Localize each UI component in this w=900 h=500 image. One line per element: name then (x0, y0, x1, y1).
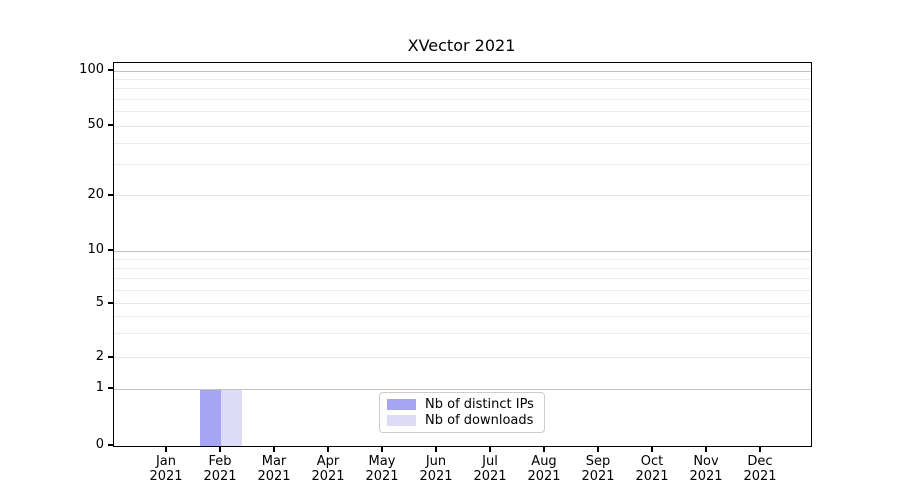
x-tick-mark (219, 447, 221, 452)
y-tick-mark (108, 355, 113, 358)
y-tick-mark (108, 124, 113, 126)
x-tick-mark (489, 447, 491, 452)
y-tick-label: 1 (95, 380, 104, 396)
y-tick-mark (108, 193, 113, 196)
y-tick-mark (108, 69, 113, 71)
x-tick-year: 2021 (149, 469, 183, 484)
x-tick-year: 2021 (311, 469, 345, 484)
x-tick-mark (543, 447, 545, 452)
x-tick-year: 2021 (257, 469, 291, 484)
x-tick-mark (597, 447, 599, 452)
x-tick-year: 2021 (419, 469, 453, 484)
gridline-y-4 (114, 316, 811, 318)
x-tick-mark (165, 447, 167, 452)
x-tick-label-may: May 2021 (350, 454, 414, 484)
x-tick-year: 2021 (635, 469, 669, 484)
bar-nb-of-distinct-ips (200, 389, 221, 446)
y-tick-label: 0 (95, 437, 104, 452)
x-tick-year: 2021 (581, 469, 615, 484)
legend-label: Nb of distinct IPs (425, 396, 534, 412)
x-tick-label-jan: Jan 2021 (134, 454, 198, 484)
legend-item: Nb of distinct IPs (387, 397, 537, 412)
gridline-y-9 (114, 258, 811, 260)
x-tick-label-aug: Aug 2021 (512, 454, 576, 484)
x-tick-label-feb: Feb 2021 (188, 454, 252, 484)
gridline-y-5 (114, 303, 811, 305)
chart-title: XVector 2021 (407, 36, 516, 55)
x-tick-year: 2021 (743, 469, 777, 484)
y-tick-label: 100 (79, 62, 104, 77)
gridline-y-3 (114, 333, 811, 335)
x-tick-year: 2021 (203, 469, 237, 484)
gridline-y-20 (114, 195, 811, 197)
x-tick-year: 2021 (365, 469, 399, 484)
bar-nb-of-downloads (221, 389, 242, 446)
gridline-y-70 (114, 98, 811, 100)
x-tick-label-sep: Sep 2021 (566, 454, 630, 484)
x-tick-label-oct: Oct 2021 (620, 454, 684, 484)
x-tick-year: 2021 (527, 469, 561, 484)
legend-item: Nb of downloads (387, 413, 537, 428)
x-tick-year: 2021 (473, 469, 507, 484)
gridline-y-50 (114, 125, 811, 127)
y-tick-label: 50 (87, 117, 104, 132)
x-tick-mark (759, 447, 761, 452)
y-tick-label: 20 (87, 186, 104, 202)
x-tick-mark (381, 447, 383, 452)
y-tick-mark (108, 387, 113, 390)
y-tick-label: 10 (87, 242, 104, 258)
y-tick-label: 5 (95, 294, 104, 310)
plot-area (113, 62, 812, 447)
legend-label: Nb of downloads (425, 413, 534, 429)
x-tick-label-apr: Apr 2021 (296, 454, 360, 484)
gridline-y-2 (114, 357, 811, 359)
gridline-y-8 (114, 267, 811, 269)
gridline-y-40 (114, 142, 811, 144)
x-tick-mark (651, 447, 653, 452)
gridline-y-90 (114, 78, 811, 80)
y-tick-mark (108, 249, 113, 252)
gridline-y-6 (114, 289, 811, 291)
x-tick-label-nov: Nov 2021 (674, 454, 738, 484)
y-tick-mark (108, 301, 113, 304)
x-tick-label-dec: Dec 2021 (728, 454, 792, 484)
x-tick-year: 2021 (689, 469, 723, 484)
gridline-y-1 (114, 388, 811, 390)
x-tick-mark (327, 447, 329, 452)
x-tick-mark (705, 447, 707, 452)
gridline-y-80 (114, 88, 811, 90)
legend-swatch-icon (387, 415, 416, 427)
x-tick-label-mar: Mar 2021 (242, 454, 306, 484)
gridline-y-100 (114, 70, 811, 72)
x-tick-mark (435, 447, 437, 452)
gridline-y-10 (114, 250, 811, 252)
x-tick-label-jun: Jun 2021 (404, 454, 468, 484)
x-tick-label-jul: Jul 2021 (458, 454, 522, 484)
legend: Nb of distinct IPs Nb of downloads (379, 392, 545, 433)
gridline-y-7 (114, 277, 811, 279)
gridline-y-30 (114, 164, 811, 166)
y-tick-mark (108, 444, 113, 446)
legend-swatch-icon (387, 398, 416, 410)
gridline-y-60 (114, 111, 811, 113)
x-tick-mark (273, 447, 275, 452)
y-tick-label: 2 (95, 348, 104, 364)
